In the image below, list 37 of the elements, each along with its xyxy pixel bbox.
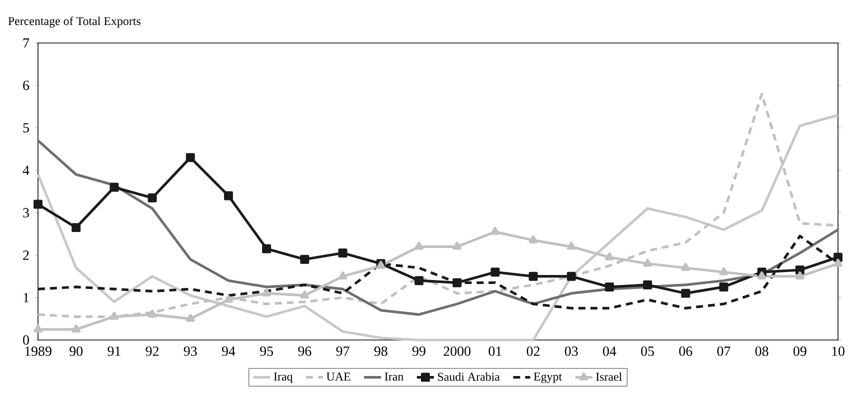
x-tick-label: 05 [641, 346, 654, 356]
x-tick-label: 08 [755, 346, 768, 356]
y-tick-label: 1 [24, 292, 29, 302]
y-tick-label: 6 [23, 80, 30, 90]
x-tick-label: 10 [832, 346, 844, 356]
y-tick-label: 7 [23, 38, 30, 48]
y-tick-label: 0 [23, 335, 29, 345]
x-tick-label: 02 [526, 346, 540, 356]
x-tick-label: 07 [717, 346, 730, 356]
legend-label: Saudi Arabia [438, 372, 500, 381]
x-tick-label: 01 [488, 346, 502, 356]
x-tick-label: 98 [374, 346, 388, 356]
x-tick-label: 94 [222, 346, 236, 356]
legend-label: Iraq [274, 372, 293, 384]
x-tick-label: 91 [108, 346, 120, 356]
legend-label: UAE [326, 372, 350, 381]
x-tick-label: 1989 [25, 346, 52, 356]
x-tick-label: 09 [793, 346, 806, 356]
y-tick-label: 4 [22, 166, 30, 175]
x-tick-label: 99 [412, 346, 426, 356]
legend-label: Egypt [534, 372, 562, 384]
y-axis-title: Percentage of Total Exports [8, 16, 140, 28]
x-tick-label: 06 [679, 346, 692, 356]
y-tick-label: 3 [23, 208, 29, 218]
x-tick-label: 03 [564, 346, 578, 356]
x-tick-label: 92 [146, 346, 158, 356]
x-tick-label: 93 [184, 346, 197, 356]
legend-label: Israel [596, 372, 622, 381]
y-tick-label: 5 [23, 123, 29, 132]
legend-label: Iran [384, 372, 404, 381]
x-tick-label: 2000 [444, 346, 470, 356]
x-tick-label: 90 [70, 346, 83, 356]
x-tick-label: 97 [336, 346, 350, 356]
y-tick-label: 2 [23, 250, 29, 260]
x-tick-label: 95 [260, 346, 274, 356]
x-tick-label: 04 [603, 346, 616, 356]
x-tick-label: 96 [298, 346, 312, 356]
